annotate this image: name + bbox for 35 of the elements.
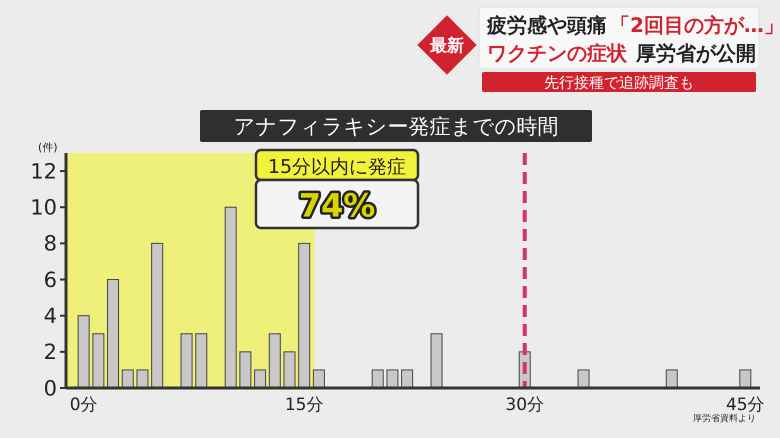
bar: [122, 369, 134, 388]
bar: [195, 333, 208, 388]
bar: [92, 333, 104, 388]
bar: [224, 206, 237, 388]
text: 厚労省資料より: [693, 413, 756, 424]
y-tick-label: 0: [44, 376, 57, 400]
bar: [107, 279, 120, 388]
annotation: 74%: [298, 186, 376, 225]
y-tick-label: 12: [30, 159, 57, 184]
bar: [78, 315, 90, 388]
text: 先行接種で追跡調査も: [544, 73, 694, 92]
text: 「2回目の方が…」: [610, 13, 780, 38]
y-axis-title: (件): [38, 141, 58, 154]
y-tick-label: 10: [30, 196, 57, 220]
text: 最新: [429, 36, 464, 56]
y-tick-label: 6: [44, 268, 57, 292]
bar: [430, 333, 443, 388]
y-tick-label: 2: [44, 340, 57, 364]
x-tick-label: 30分: [505, 395, 544, 415]
chart-title: アナフィラキシー発症までの時間: [234, 114, 558, 139]
x-tick-label: 0分: [70, 395, 98, 415]
bar: [151, 242, 164, 388]
x-tick-label: 45分: [726, 395, 765, 415]
annotation: 15分以内に発症: [268, 156, 406, 178]
bar: [180, 333, 193, 388]
bar: [268, 333, 281, 388]
text: 疲労感や頭痛: [486, 13, 607, 38]
bar: [283, 351, 296, 388]
y-tick-label: 4: [44, 304, 57, 328]
x-tick-label: 15分: [284, 395, 324, 415]
bar: [298, 242, 310, 388]
text: 厚労省が公開: [635, 41, 756, 66]
text: ワクチンの症状: [487, 41, 628, 66]
y-tick-label: 8: [44, 232, 57, 256]
bar: [239, 351, 252, 388]
